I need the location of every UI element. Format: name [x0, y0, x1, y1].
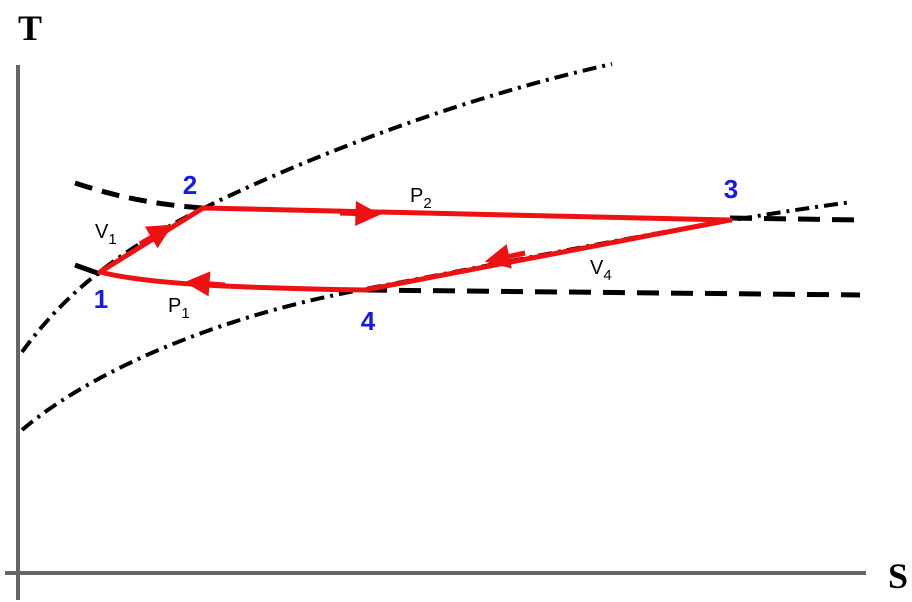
point-label: 3 — [724, 174, 738, 204]
process-label: P2 — [410, 185, 432, 212]
isobar-p2-right — [729, 215, 861, 223]
point-label: 2 — [183, 170, 197, 200]
process-label: V4 — [590, 257, 612, 284]
cycle-path — [97, 205, 733, 293]
process-subscript: 1 — [108, 231, 116, 248]
process-subscript: 1 — [181, 305, 189, 322]
point-label: 1 — [94, 284, 108, 314]
process-symbol: V — [95, 221, 109, 243]
isobar-p2-left — [74, 180, 204, 211]
y-axis-label: T — [18, 8, 42, 48]
point-label: 4 — [361, 306, 376, 336]
process-symbol: P — [168, 295, 181, 317]
lower-curve — [20, 200, 853, 432]
upper-curve — [20, 62, 613, 354]
process-symbol: V — [590, 257, 604, 279]
process-subscript: 4 — [603, 267, 611, 284]
arrow-4-1 — [184, 271, 226, 297]
process-symbol: P — [410, 185, 423, 207]
arrow-1-2 — [138, 224, 173, 249]
isobar-p1-right — [364, 287, 861, 298]
process-label: V1 — [95, 221, 117, 248]
x-axis-label: S — [888, 556, 908, 596]
arrow-2-3 — [339, 201, 381, 227]
arrow-3-4 — [484, 244, 526, 269]
isobar-p1-left — [74, 262, 101, 277]
process-label: P1 — [168, 295, 190, 322]
process-subscript: 2 — [423, 195, 431, 212]
